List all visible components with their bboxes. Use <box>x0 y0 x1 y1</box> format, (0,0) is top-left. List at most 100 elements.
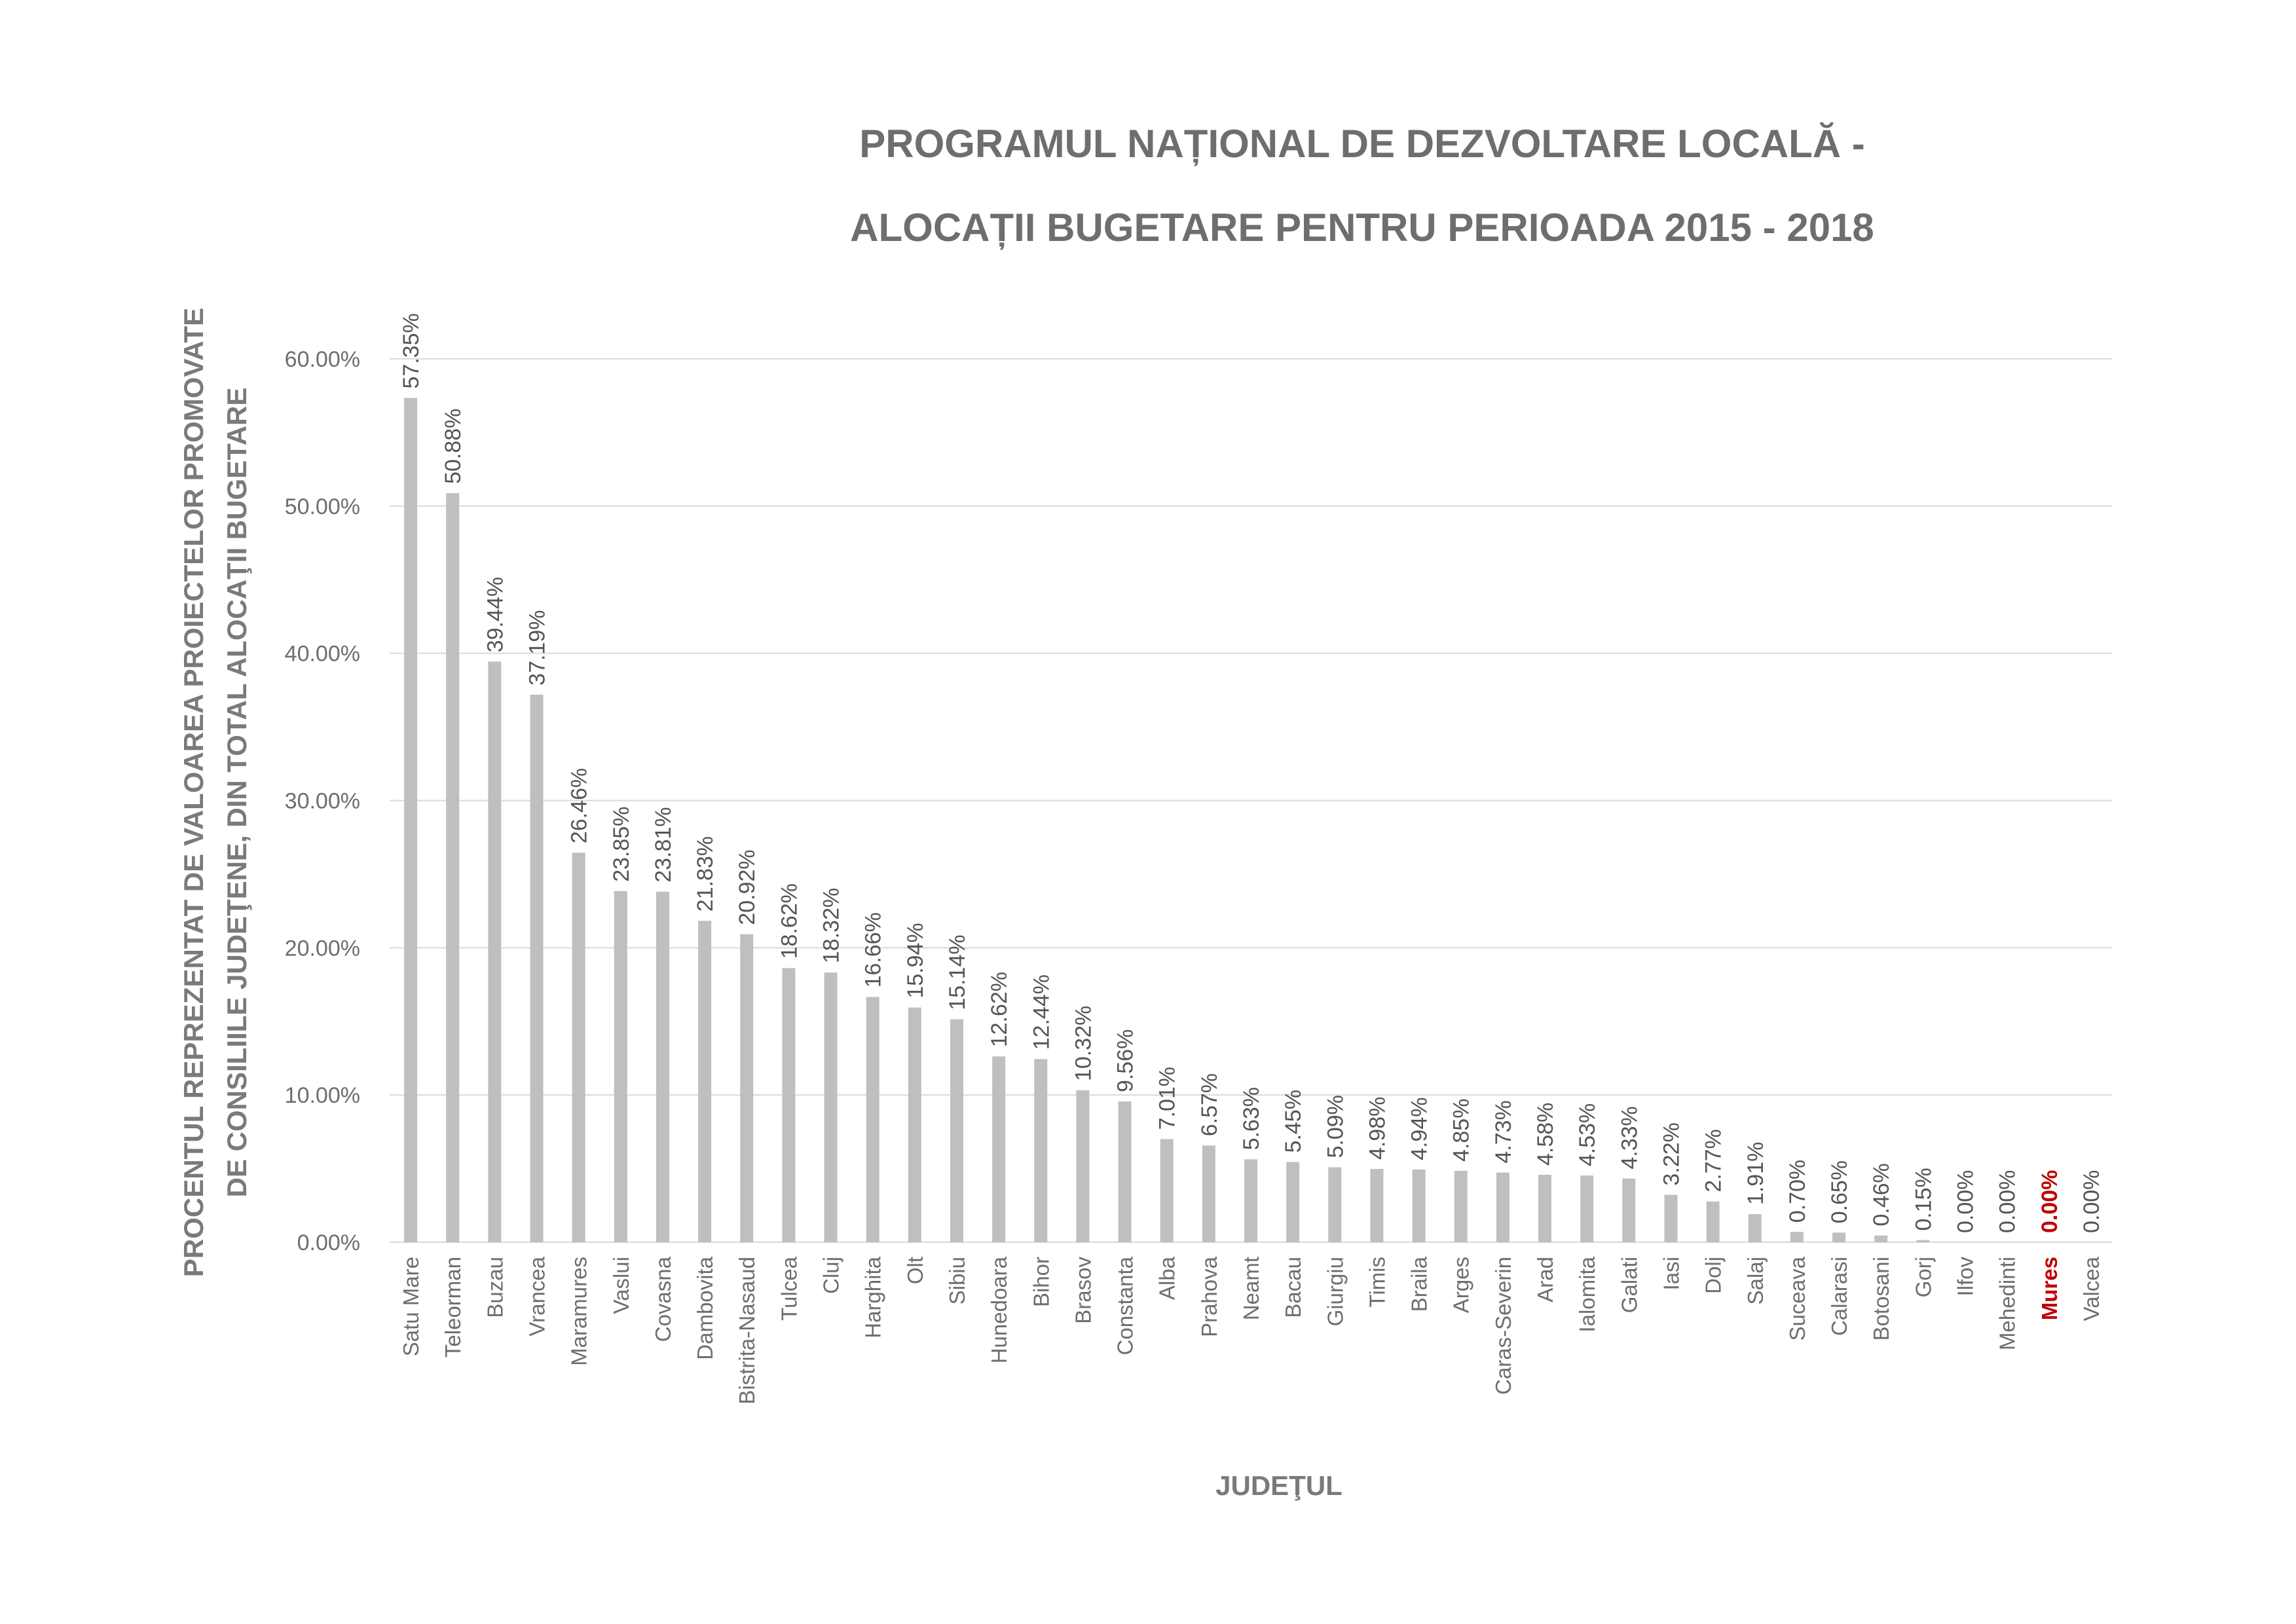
bar <box>1664 1194 1678 1242</box>
data-label: 23.81% <box>651 807 676 882</box>
bar <box>1916 1240 1930 1242</box>
category-label: Giurgiu <box>1323 1257 1347 1326</box>
category-label: Vrancea <box>525 1256 549 1336</box>
bar <box>1076 1090 1090 1242</box>
y-axis-ticks: 0.00% 10.00% 20.00% 30.00% 40.00% 50.00% 60.00… <box>285 347 360 1255</box>
y-tick-label: 60.00% <box>285 347 360 372</box>
data-label: 0.46% <box>1869 1163 1894 1226</box>
bar <box>950 1019 963 1242</box>
data-label: 2.77% <box>1701 1129 1726 1192</box>
category-label: Salaj <box>1743 1257 1768 1304</box>
data-label: 5.63% <box>1239 1087 1264 1150</box>
bar <box>614 891 627 1242</box>
category-label: Teleorman <box>441 1257 465 1357</box>
bar <box>1118 1101 1132 1242</box>
bar <box>1790 1232 1804 1242</box>
data-label: 4.53% <box>1575 1103 1600 1166</box>
category-label: Covasna <box>651 1256 675 1342</box>
category-label: Hunedoara <box>987 1256 1011 1363</box>
category-label: Buzau <box>483 1257 507 1318</box>
gridlines <box>390 358 2112 1243</box>
bar <box>908 1007 921 1242</box>
data-label: 6.57% <box>1197 1073 1222 1136</box>
data-label: 39.44% <box>483 577 508 652</box>
bar <box>572 853 585 1242</box>
category-label: Constanta <box>1113 1256 1138 1355</box>
data-label: 7.01% <box>1155 1067 1180 1130</box>
data-label: 26.46% <box>567 768 592 843</box>
category-label: Tulcea <box>777 1256 801 1320</box>
bar <box>488 661 502 1242</box>
y-tick-label: 20.00% <box>285 936 360 961</box>
bar <box>1832 1232 1846 1242</box>
data-label: 4.94% <box>1407 1098 1432 1160</box>
data-label: 20.92% <box>735 849 760 925</box>
category-label: Calarasi <box>1827 1257 1851 1336</box>
data-label: 0.65% <box>1827 1160 1852 1223</box>
data-label: 23.85% <box>609 806 634 881</box>
data-label: 1.91% <box>1743 1142 1768 1205</box>
data-label: 5.09% <box>1323 1095 1348 1158</box>
category-label: Harghita <box>861 1256 885 1338</box>
bar <box>1160 1139 1174 1242</box>
chart-title-line-1: PROGRAMUL NAȚIONAL DE DEZVOLTARE LOCALĂ … <box>859 122 1865 166</box>
category-label: Arad <box>1533 1257 1557 1302</box>
y-tick-label: 50.00% <box>285 494 360 519</box>
category-label: Valcea <box>2079 1256 2103 1321</box>
data-label: 15.94% <box>903 923 928 998</box>
data-label: 18.32% <box>819 888 844 963</box>
bar <box>1244 1159 1257 1242</box>
category-label: Mehedinti <box>1995 1257 2020 1350</box>
bar <box>1538 1175 1552 1242</box>
data-labels: 57.35% 50.88% 39.44% 37.19% 26.46% 23.85% 23.8… <box>399 313 2104 1233</box>
category-label: Gorj <box>1911 1257 1935 1297</box>
bar <box>1202 1145 1215 1242</box>
bar <box>1412 1169 1426 1242</box>
category-label: Caras-Severin <box>1491 1257 1515 1395</box>
data-label: 10.32% <box>1071 1006 1096 1081</box>
category-label: Ilfov <box>1953 1257 1977 1297</box>
bar <box>1286 1162 1300 1242</box>
y-axis-title-line-2: DE CONSILIILE JUDEŢENE, DIN TOTAL ALOCAŢ… <box>221 388 252 1198</box>
category-label: Botosani <box>1869 1257 1893 1340</box>
y-tick-label: 0.00% <box>297 1230 360 1255</box>
bar <box>1328 1167 1342 1242</box>
bar <box>1370 1169 1384 1242</box>
data-label: 0.00% <box>1953 1170 1978 1233</box>
bar <box>1748 1214 1762 1242</box>
data-label: 37.19% <box>525 610 550 686</box>
bar <box>1496 1172 1509 1242</box>
data-label: 3.22% <box>1659 1122 1684 1185</box>
data-label: 18.62% <box>777 883 802 959</box>
bar <box>824 972 838 1242</box>
category-label: Timis <box>1365 1257 1389 1308</box>
data-label: 57.35% <box>399 313 424 388</box>
data-label: 9.56% <box>1113 1029 1138 1092</box>
y-tick-label: 10.00% <box>285 1083 360 1108</box>
data-label: 0.00% <box>1995 1170 2020 1233</box>
y-tick-label: 30.00% <box>285 789 360 814</box>
bar <box>1622 1178 1636 1242</box>
category-label: Prahova <box>1197 1256 1221 1337</box>
bar <box>866 997 880 1242</box>
category-label: Sibiu <box>945 1257 969 1304</box>
y-tick-label: 40.00% <box>285 642 360 667</box>
chart-title-line-2: ALOCAȚII BUGETARE PENTRU PERIOADA 2015 -… <box>850 206 1874 249</box>
category-label: Cluj <box>819 1257 843 1294</box>
bar <box>740 934 754 1242</box>
category-label: Braila <box>1407 1256 1432 1312</box>
data-label: 21.83% <box>693 836 718 912</box>
bar <box>404 397 418 1242</box>
data-label: 16.66% <box>861 912 886 987</box>
category-label: Dolj <box>1701 1257 1726 1294</box>
category-label: Suceava <box>1785 1256 1809 1340</box>
bars <box>404 397 1930 1242</box>
data-label: 0.00% <box>2079 1170 2104 1233</box>
y-axis-title: PROCENTUL REPREZENTAT DE VALOAREA PROIEC… <box>178 308 252 1277</box>
bar <box>698 921 712 1242</box>
category-label: Bacau <box>1281 1257 1305 1318</box>
category-label: Brasov <box>1071 1257 1095 1324</box>
category-label: Alba <box>1155 1256 1179 1300</box>
category-label: Olt <box>903 1257 927 1284</box>
